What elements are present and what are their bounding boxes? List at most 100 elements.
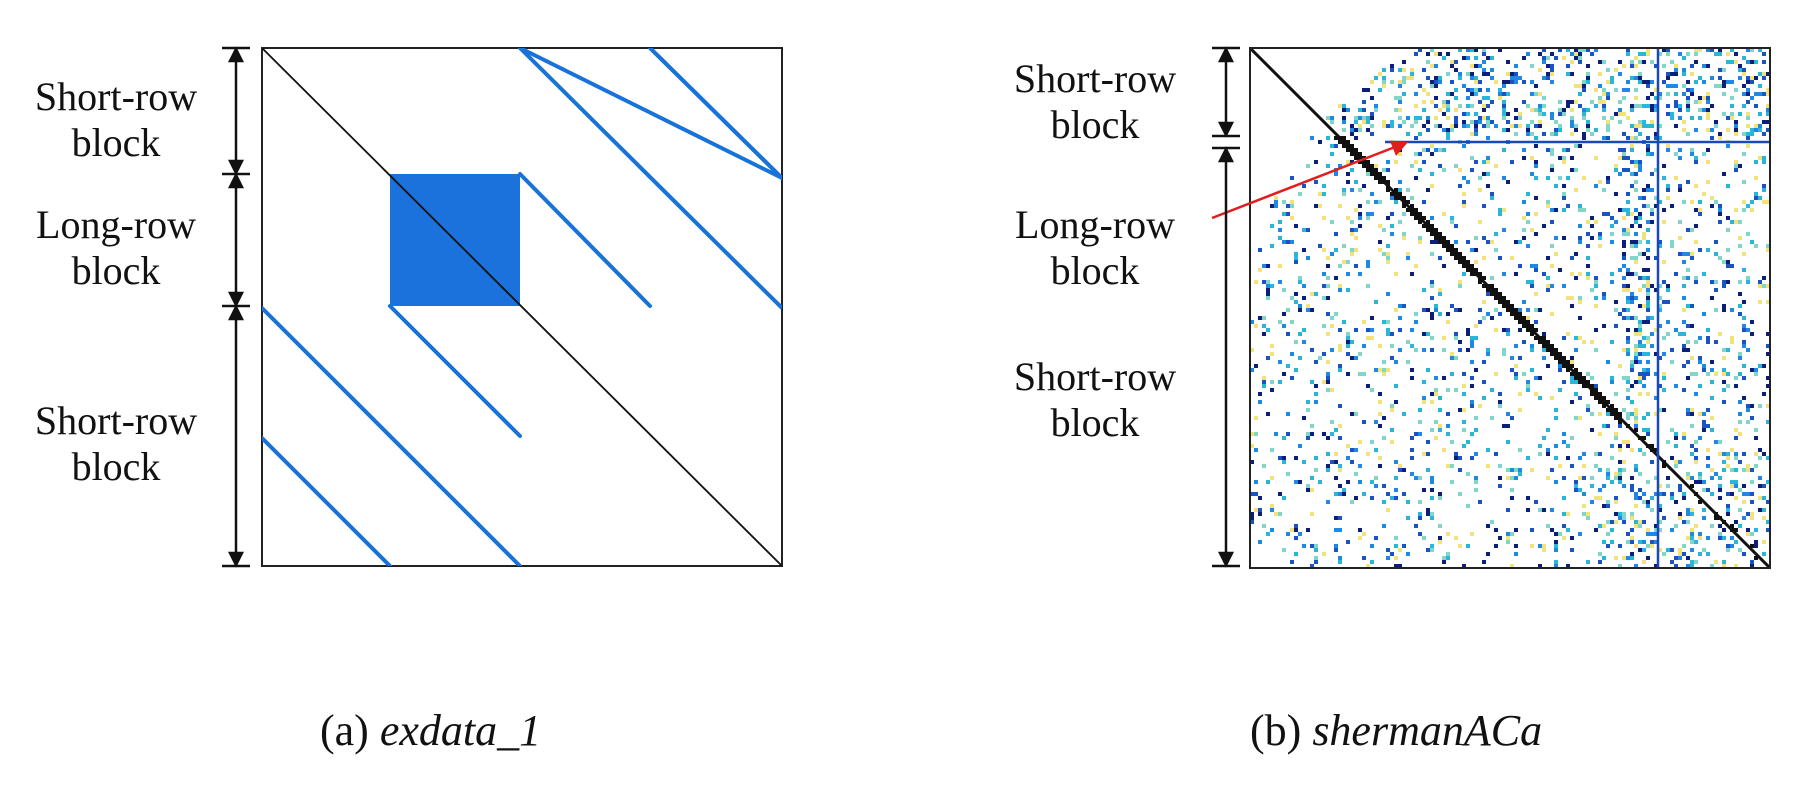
nonzero-entry [1586,64,1590,68]
nonzero-entry [1706,424,1710,428]
nonzero-entry [1554,236,1558,240]
nonzero-entry [1614,220,1618,224]
nonzero-entry [1762,276,1766,280]
nonzero-entry [1742,324,1746,328]
nonzero-entry [1698,212,1702,216]
nonzero-entry [1742,492,1746,496]
nonzero-entry [1538,112,1542,116]
nonzero-entry [1554,560,1558,564]
nonzero-entry [1674,84,1678,88]
nonzero-entry [1570,52,1574,56]
nonzero-entry [1666,548,1670,552]
nonzero-entry [1542,336,1546,340]
nonzero-entry [1714,120,1718,124]
nonzero-entry [1430,172,1434,176]
nonzero-entry [1674,152,1678,156]
nonzero-entry [1506,92,1510,96]
nonzero-entry [1662,80,1666,84]
nonzero-entry [1690,512,1694,516]
nonzero-entry [1398,116,1402,120]
nonzero-entry [1522,228,1526,232]
nonzero-entry [1658,52,1662,56]
nonzero-entry [1326,452,1330,456]
nonzero-entry [1462,428,1466,432]
nonzero-entry [1378,392,1382,396]
nonzero-entry [1374,368,1378,372]
nonzero-entry [1382,168,1386,172]
nonzero-entry [1606,360,1610,364]
nonzero-entry [1634,352,1638,356]
nonzero-entry [1646,48,1650,52]
nonzero-entry [1614,520,1618,524]
nonzero-entry [1474,268,1478,272]
nonzero-entry [1570,60,1574,64]
nonzero-entry [1378,344,1382,348]
nonzero-entry [1386,124,1390,128]
nonzero-entry [1466,124,1470,128]
nonzero-entry [1574,252,1578,256]
nonzero-entry [1630,64,1634,68]
nonzero-entry [1346,336,1350,340]
nonzero-entry [1582,108,1586,112]
nonzero-entry [1602,60,1606,64]
nonzero-entry [1662,260,1666,264]
nonzero-entry [1586,220,1590,224]
nonzero-entry [1630,256,1634,260]
nonzero-entry [1518,320,1522,324]
nonzero-entry [1418,152,1422,156]
nonzero-entry [1630,540,1634,544]
nonzero-entry [1310,432,1314,436]
nonzero-entry [1326,164,1330,168]
nonzero-entry [1578,48,1582,52]
nonzero-entry [1730,60,1734,64]
nonzero-entry [1646,428,1650,432]
nonzero-entry [1422,160,1426,164]
nonzero-entry [1438,124,1442,128]
nonzero-entry [1642,188,1646,192]
nonzero-entry [1666,92,1670,96]
nonzero-entry [1422,400,1426,404]
nonzero-entry [1734,160,1738,164]
nonzero-entry [1302,228,1306,232]
nonzero-entry [1522,316,1526,320]
nonzero-entry [1466,112,1470,116]
nonzero-entry [1430,516,1434,520]
nonzero-entry [1410,472,1414,476]
nonzero-entry [1766,376,1770,380]
nonzero-entry [1622,88,1626,92]
nonzero-entry [1738,548,1742,552]
nonzero-entry [1422,108,1426,112]
nonzero-entry [1466,268,1470,272]
nonzero-entry [1746,76,1750,80]
nonzero-entry [1654,204,1658,208]
nonzero-entry [1418,532,1422,536]
nonzero-entry [1750,80,1754,84]
nonzero-entry [1414,432,1418,436]
nonzero-entry [1578,224,1582,228]
nonzero-entry [1478,64,1482,68]
nonzero-entry [1514,80,1518,84]
nonzero-entry [1582,452,1586,456]
nonzero-entry [1670,492,1674,496]
nonzero-entry [1718,68,1722,72]
nonzero-entry [1250,368,1254,372]
nonzero-entry [1646,528,1650,532]
nonzero-entry [1446,312,1450,316]
nonzero-entry [1294,456,1298,460]
nonzero-entry [1746,404,1750,408]
nonzero-entry [1614,88,1618,92]
nonzero-entry [1690,72,1694,76]
nonzero-entry [1646,500,1650,504]
nonzero-entry [1674,124,1678,128]
nonzero-entry [1298,532,1302,536]
nonzero-entry [1742,516,1746,520]
nonzero-entry [1734,564,1738,568]
nonzero-entry [1382,368,1386,372]
nonzero-entry [1718,204,1722,208]
nonzero-entry [1338,344,1342,348]
nonzero-entry [1422,452,1426,456]
nonzero-entry [1546,428,1550,432]
nonzero-entry [1654,104,1658,108]
nonzero-entry [1482,300,1486,304]
nonzero-entry [1654,168,1658,172]
